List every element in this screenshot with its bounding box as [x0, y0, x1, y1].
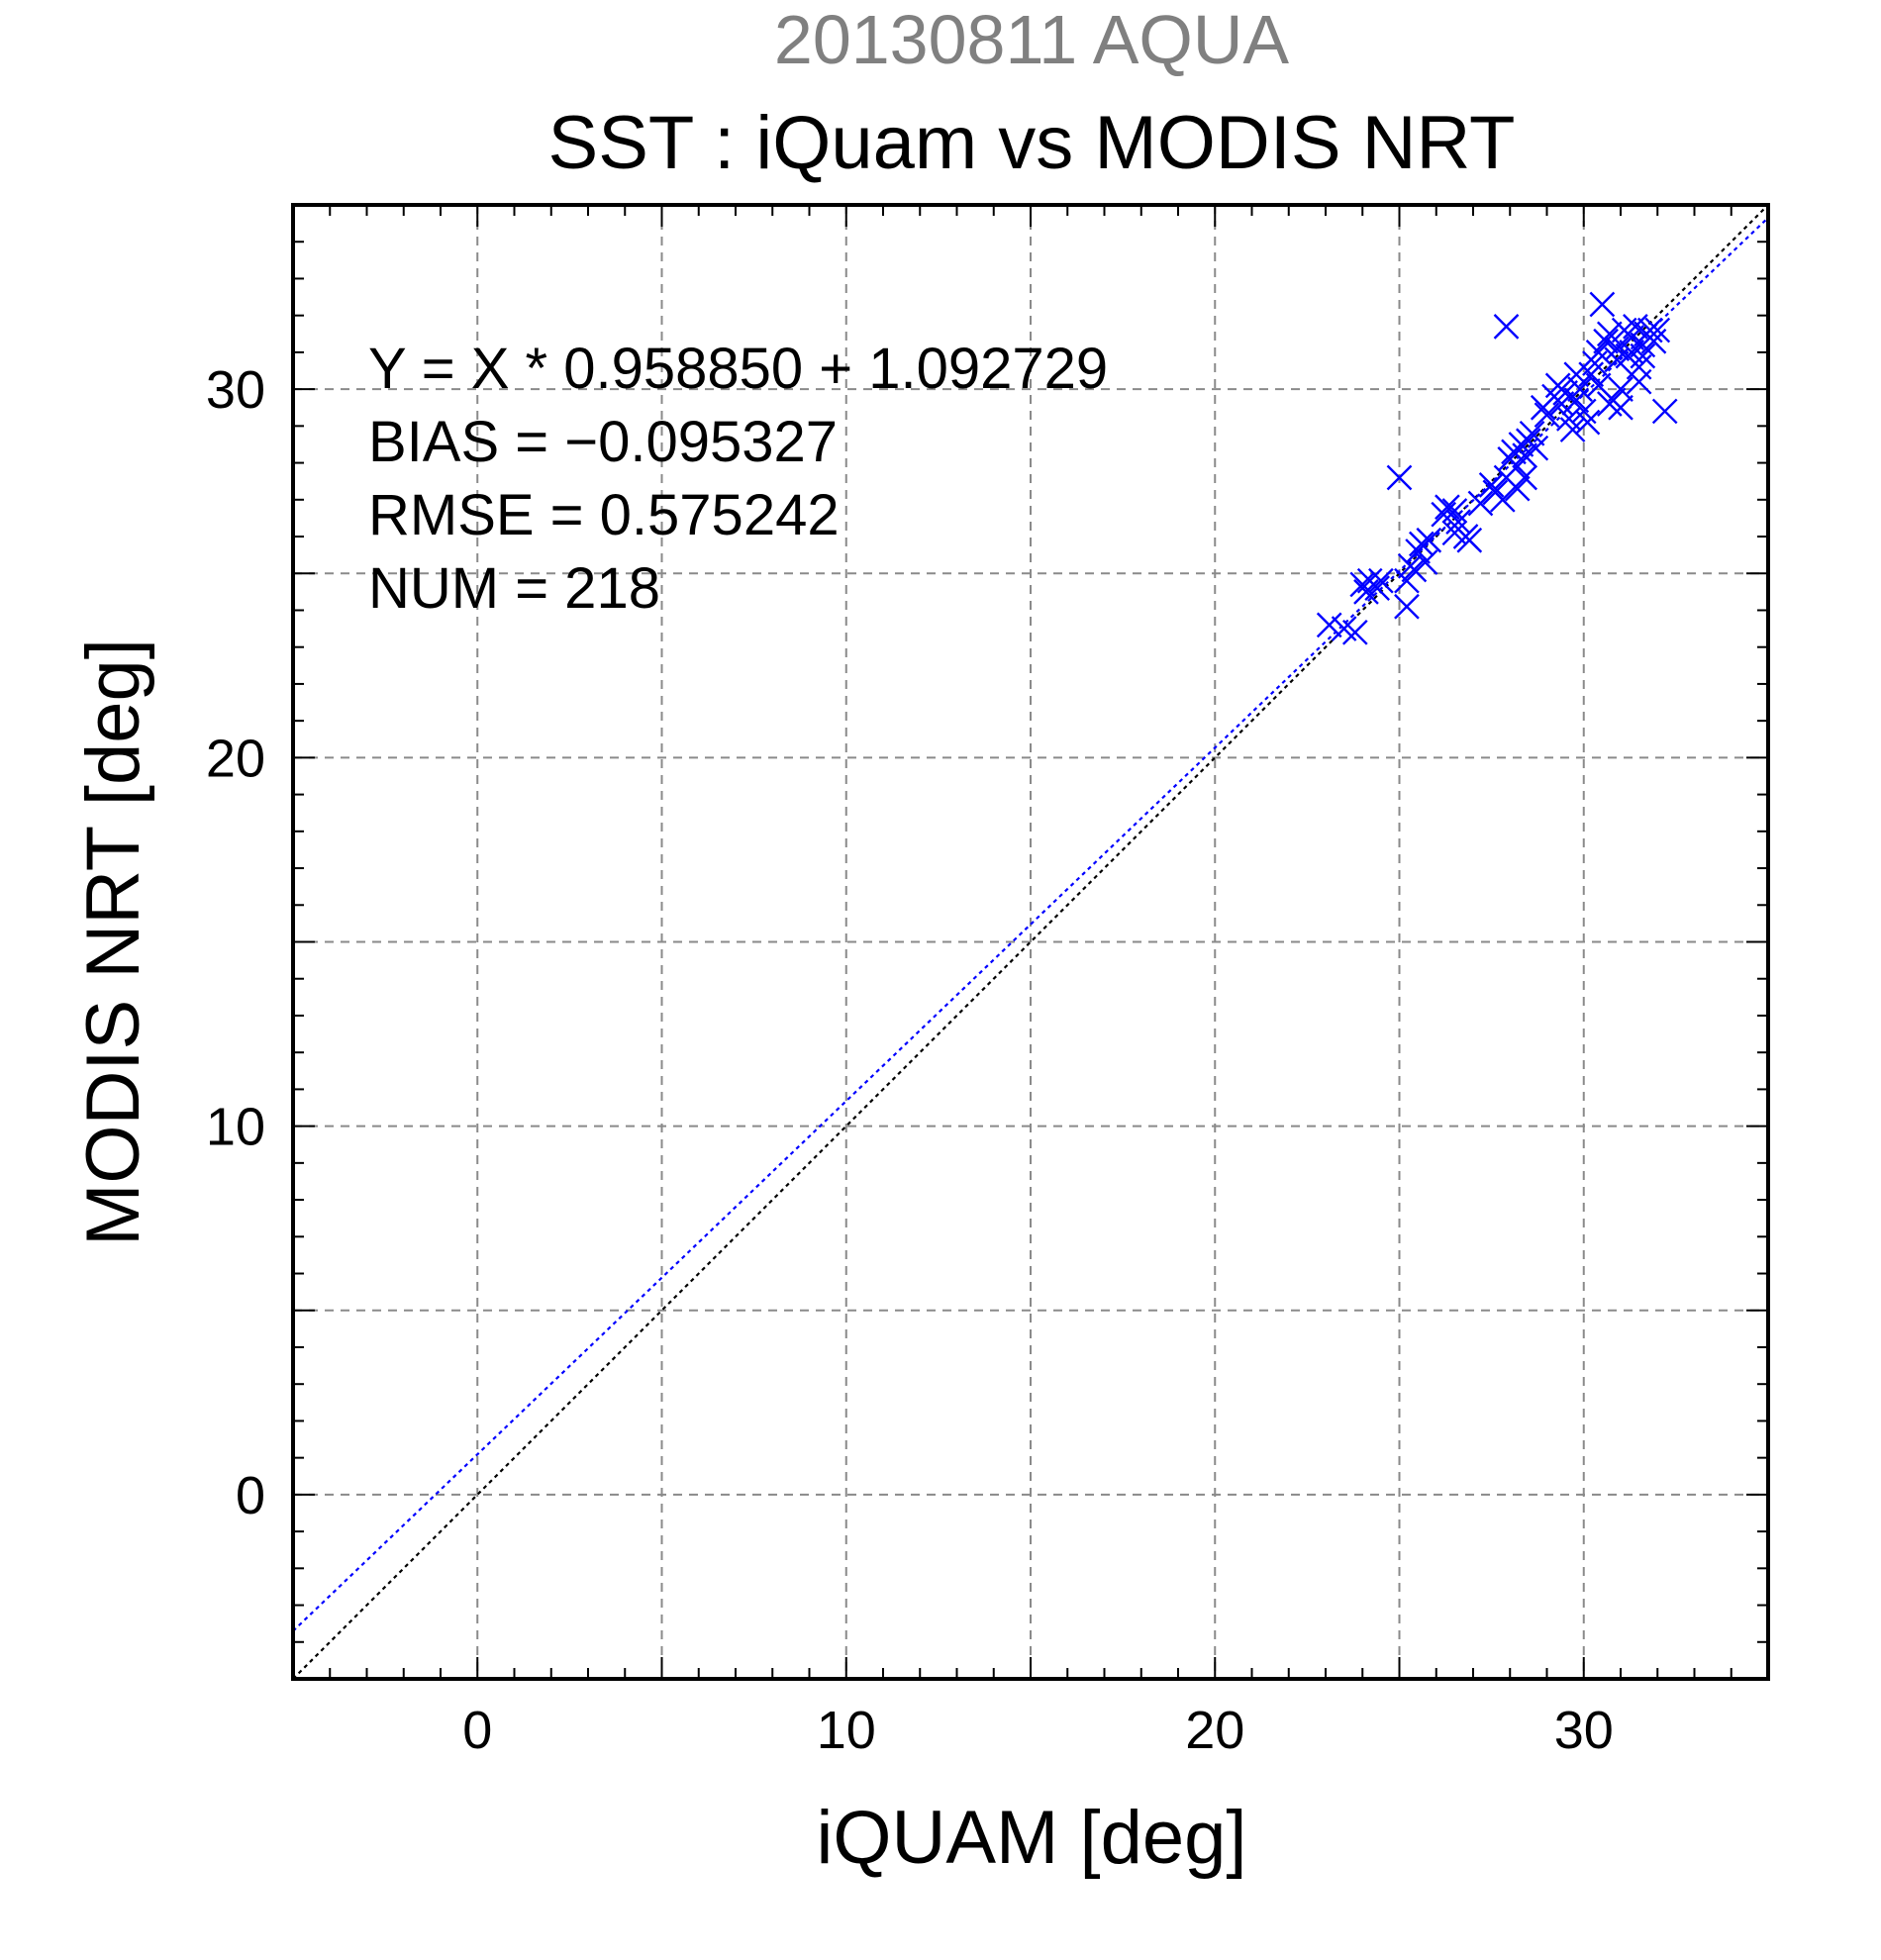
data-point	[1589, 291, 1616, 318]
y-tick-label: 30	[206, 360, 265, 420]
data-point	[1608, 376, 1634, 402]
data-points	[1316, 291, 1678, 645]
y-tick-label: 0	[236, 1466, 265, 1525]
data-point	[1353, 579, 1379, 605]
data-point	[1596, 321, 1623, 347]
data-point	[1512, 464, 1537, 491]
data-point	[1512, 442, 1537, 468]
data-point	[1651, 398, 1678, 425]
data-point	[1493, 313, 1520, 340]
data-point	[1596, 391, 1623, 417]
chart-title: SST : iQuam vs MODIS NRT	[548, 101, 1516, 185]
data-point	[1504, 475, 1531, 502]
data-point	[1574, 409, 1601, 436]
data-point	[1534, 402, 1560, 429]
y-tick-label: 10	[206, 1098, 265, 1157]
grid	[293, 205, 1768, 1679]
chart-suptitle: 20130811 AQUA	[774, 1, 1290, 78]
data-point	[1478, 472, 1505, 498]
data-point	[1604, 336, 1631, 362]
identity-line	[292, 204, 1769, 1680]
data-point	[1563, 361, 1590, 388]
x-tick-label: 10	[817, 1701, 876, 1760]
data-point	[1523, 435, 1549, 461]
y-axis-label: MODIS NRT [deg]	[71, 638, 155, 1246]
data-point	[1630, 343, 1656, 369]
data-point	[1316, 612, 1342, 638]
data-point	[1435, 494, 1460, 521]
data-point	[1519, 420, 1545, 446]
x-tick-labels: 0 10 20 30	[462, 1701, 1614, 1760]
stats-line: RMSE = 0.575242	[368, 483, 840, 547]
x-tick-label: 30	[1554, 1701, 1614, 1760]
data-point	[1416, 527, 1442, 553]
data-point	[1604, 346, 1631, 373]
x-tick-label: 20	[1185, 1701, 1244, 1760]
data-point	[1585, 372, 1612, 399]
data-point	[1401, 556, 1428, 583]
stats-line: NUM = 218	[368, 556, 660, 621]
x-axis-label: iQUAM [deg]	[816, 1796, 1246, 1880]
data-point	[1341, 619, 1368, 645]
y-tick-label: 20	[206, 729, 265, 788]
data-point	[1623, 313, 1648, 340]
reference-lines	[292, 204, 1769, 1680]
data-point	[1368, 567, 1394, 594]
data-point	[1559, 417, 1586, 442]
data-point	[1644, 317, 1671, 343]
plot-frame	[291, 203, 1770, 1681]
y-tick-labels: 0 10 20 30	[206, 360, 265, 1525]
data-point	[1441, 520, 1468, 546]
stats-line: Y = X * 0.958850 + 1.092729	[368, 337, 1108, 401]
data-point	[1412, 549, 1438, 575]
data-point	[1467, 490, 1494, 517]
stats-annotation: Y = X * 0.958850 + 1.092729 BIAS = −0.095…	[368, 337, 1108, 621]
stats-line: BIAS = −0.095327	[368, 410, 838, 474]
data-point	[1386, 464, 1413, 491]
data-point	[1394, 593, 1420, 620]
x-tick-label: 0	[462, 1701, 492, 1760]
data-point	[1626, 368, 1652, 395]
data-point	[1349, 571, 1376, 598]
data-point	[1593, 328, 1619, 354]
data-point	[1489, 486, 1516, 513]
data-point	[1456, 527, 1483, 553]
